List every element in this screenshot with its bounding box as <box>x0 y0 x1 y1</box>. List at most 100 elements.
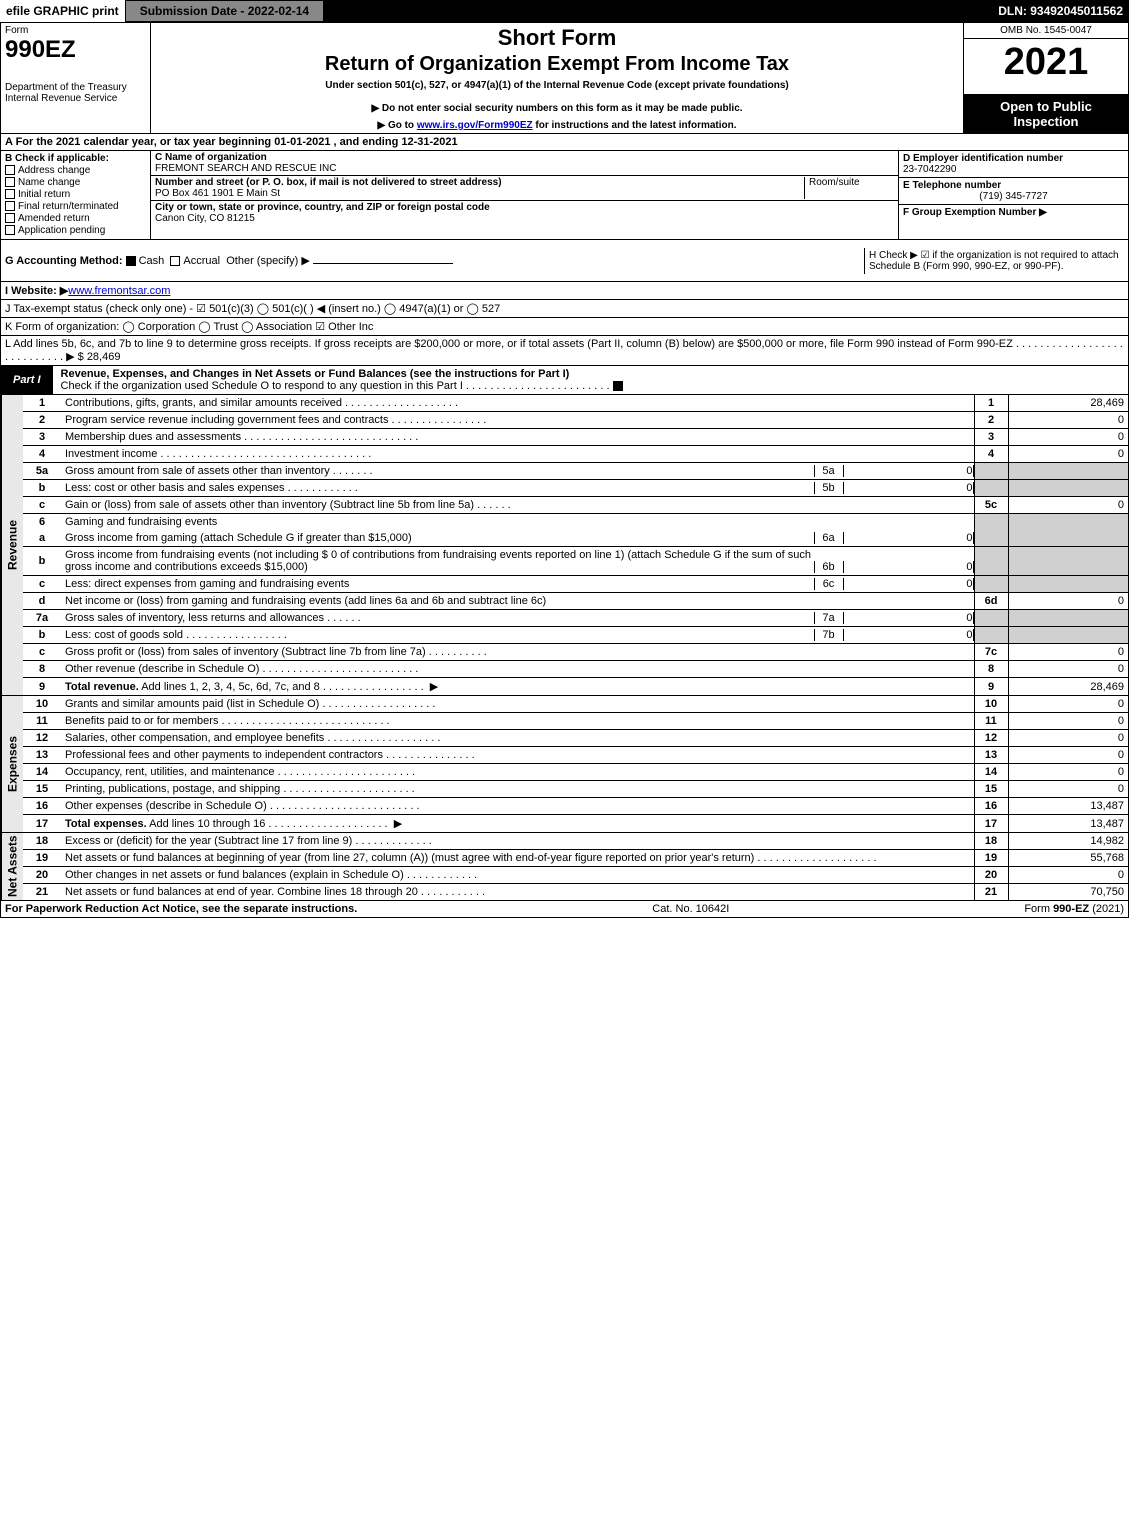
net-assets-sidebar: Net Assets <box>1 833 23 900</box>
tax-exempt-text: J Tax-exempt status (check only one) - ☑… <box>5 302 500 315</box>
line-7b: bLess: cost of goods sold . . . . . . . … <box>23 627 1128 644</box>
chk-initial-return[interactable]: Initial return <box>5 189 146 200</box>
line-13: 13Professional fees and other payments t… <box>23 747 1128 764</box>
chk-address-change[interactable]: Address change <box>5 165 146 176</box>
city-row: City or town, state or province, country… <box>151 201 898 225</box>
phone-row: E Telephone number (719) 345-7727 <box>899 178 1128 205</box>
part-i-title: Revenue, Expenses, and Changes in Net As… <box>53 366 1128 394</box>
dln-label: DLN: 93492045011562 <box>998 4 1129 18</box>
schedule-o-checked-icon <box>613 381 623 391</box>
revenue-table: 1Contributions, gifts, grants, and simil… <box>23 395 1128 695</box>
line-9: 9Total revenue. Add lines 1, 2, 3, 4, 5c… <box>23 678 1128 696</box>
line-8: 8Other revenue (describe in Schedule O) … <box>23 661 1128 678</box>
line-20: 20Other changes in net assets or fund ba… <box>23 867 1128 884</box>
form-header: Form 990EZ Department of the Treasury In… <box>0 22 1129 134</box>
line-3: 3Membership dues and assessments . . . .… <box>23 429 1128 446</box>
chk-accrual-label: Accrual <box>183 255 220 267</box>
top-bar: efile GRAPHIC print Submission Date - 20… <box>0 0 1129 22</box>
omb-number: OMB No. 1545-0047 <box>964 23 1128 39</box>
expenses-sidebar: Expenses <box>1 696 23 832</box>
website-label: I Website: ▶ <box>5 284 68 297</box>
form-subtitle: Under section 501(c), 527, or 4947(a)(1)… <box>157 80 957 91</box>
website-link[interactable]: www.fremontsar.com <box>68 285 170 297</box>
phone-label: E Telephone number <box>903 180 1001 191</box>
org-name: FREMONT SEARCH AND RESCUE INC <box>155 163 337 174</box>
city-label: City or town, state or province, country… <box>155 202 490 213</box>
form-of-org-text: K Form of organization: ◯ Corporation ◯ … <box>5 320 373 333</box>
room-suite-label: Room/suite <box>809 177 860 188</box>
tax-exempt-row: J Tax-exempt status (check only one) - ☑… <box>0 300 1129 318</box>
open-to-public: Open to Public Inspection <box>964 95 1128 133</box>
line-11: 11Benefits paid to or for members . . . … <box>23 713 1128 730</box>
part-i-tab: Part I <box>1 366 53 394</box>
group-exemption-row: F Group Exemption Number ▶ <box>899 205 1128 220</box>
irs-link[interactable]: www.irs.gov/Form990EZ <box>417 120 533 131</box>
ein-value: 23-7042290 <box>903 164 956 175</box>
line-17: 17Total expenses. Add lines 10 through 1… <box>23 815 1128 833</box>
form-label: Form <box>5 25 146 36</box>
line-19: 19Net assets or fund balances at beginni… <box>23 850 1128 867</box>
chk-cash-icon[interactable] <box>126 256 136 266</box>
page-footer: For Paperwork Reduction Act Notice, see … <box>0 901 1129 918</box>
line-14: 14Occupancy, rent, utilities, and mainte… <box>23 764 1128 781</box>
paperwork-notice: For Paperwork Reduction Act Notice, see … <box>5 903 357 915</box>
header-right: OMB No. 1545-0047 2021 Open to Public In… <box>963 23 1128 133</box>
line-16: 16Other expenses (describe in Schedule O… <box>23 798 1128 815</box>
line-6a: aGross income from gaming (attach Schedu… <box>23 530 1128 547</box>
expenses-table: 10Grants and similar amounts paid (list … <box>23 696 1128 832</box>
website-row: I Website: ▶ www.fremontsar.com <box>0 282 1129 300</box>
expenses-section: Expenses 10Grants and similar amounts pa… <box>0 696 1129 833</box>
chk-cash-label: Cash <box>139 255 165 267</box>
chk-accrual-icon[interactable] <box>170 256 180 266</box>
other-specify-label: Other (specify) ▶ <box>226 255 310 267</box>
revenue-section: Revenue 1Contributions, gifts, grants, a… <box>0 395 1129 696</box>
phone-value: (719) 345-7727 <box>903 191 1124 202</box>
revenue-sidebar: Revenue <box>1 395 23 695</box>
col-b-checkboxes: B Check if applicable: Address change Na… <box>1 151 151 239</box>
chk-final-return[interactable]: Final return/terminated <box>5 201 146 212</box>
line-4: 4Investment income . . . . . . . . . . .… <box>23 446 1128 463</box>
org-name-label: C Name of organization <box>155 152 267 163</box>
chk-name-change[interactable]: Name change <box>5 177 146 188</box>
line-21: 21Net assets or fund balances at end of … <box>23 884 1128 901</box>
col-b-header: B Check if applicable: <box>5 153 146 164</box>
note-url: ▶ Go to www.irs.gov/Form990EZ for instru… <box>157 120 957 131</box>
short-form-title: Short Form <box>157 25 957 51</box>
ein-row: D Employer identification number 23-7042… <box>899 151 1128 178</box>
line-6b: bGross income from fundraising events (n… <box>23 547 1128 576</box>
chk-amended-return[interactable]: Amended return <box>5 213 146 224</box>
net-assets-section: Net Assets 18Excess or (deficit) for the… <box>0 833 1129 901</box>
submission-date: Submission Date - 2022-02-14 <box>125 0 324 22</box>
row-a-tax-year: A For the 2021 calendar year, or tax yea… <box>0 134 1129 151</box>
address-label: Number and street (or P. O. box, if mail… <box>155 177 502 188</box>
chk-application-pending[interactable]: Application pending <box>5 225 146 236</box>
col-de: D Employer identification number 23-7042… <box>898 151 1128 239</box>
line-18: 18Excess or (deficit) for the year (Subt… <box>23 833 1128 850</box>
tax-year: 2021 <box>964 39 1128 95</box>
part-i-header: Part I Revenue, Expenses, and Changes in… <box>0 366 1129 395</box>
gross-receipts-row: L Add lines 5b, 6c, and 7b to line 9 to … <box>0 336 1129 366</box>
line-7a: 7aGross sales of inventory, less returns… <box>23 610 1128 627</box>
accounting-label: G Accounting Method: <box>5 255 123 267</box>
line-6: 6Gaming and fundraising events <box>23 514 1128 531</box>
line-7c: cGross profit or (loss) from sales of in… <box>23 644 1128 661</box>
header-left: Form 990EZ Department of the Treasury In… <box>1 23 151 133</box>
line-6d: dNet income or (loss) from gaming and fu… <box>23 593 1128 610</box>
line-6c: cLess: direct expenses from gaming and f… <box>23 576 1128 593</box>
header-center: Short Form Return of Organization Exempt… <box>151 23 963 133</box>
line-10: 10Grants and similar amounts paid (list … <box>23 696 1128 713</box>
line-5c: cGain or (loss) from sale of assets othe… <box>23 497 1128 514</box>
gross-receipts-text: L Add lines 5b, 6c, and 7b to line 9 to … <box>5 338 1124 363</box>
form-title: Return of Organization Exempt From Incom… <box>157 53 957 76</box>
line-2: 2Program service revenue including gover… <box>23 412 1128 429</box>
form-ref: Form 990-EZ (2021) <box>1024 903 1124 915</box>
address-row: Number and street (or P. O. box, if mail… <box>151 176 898 201</box>
org-name-row: C Name of organization FREMONT SEARCH AN… <box>151 151 898 176</box>
department-label: Department of the Treasury Internal Reve… <box>5 82 146 104</box>
form-of-org-row: K Form of organization: ◯ Corporation ◯ … <box>0 318 1129 336</box>
entity-info-row: B Check if applicable: Address change Na… <box>0 151 1129 240</box>
city-value: Canon City, CO 81215 <box>155 213 255 224</box>
note-ssn: ▶ Do not enter social security numbers o… <box>157 103 957 114</box>
catalog-number: Cat. No. 10642I <box>652 903 729 915</box>
schedule-b-note: H Check ▶ ☑ if the organization is not r… <box>864 248 1124 274</box>
